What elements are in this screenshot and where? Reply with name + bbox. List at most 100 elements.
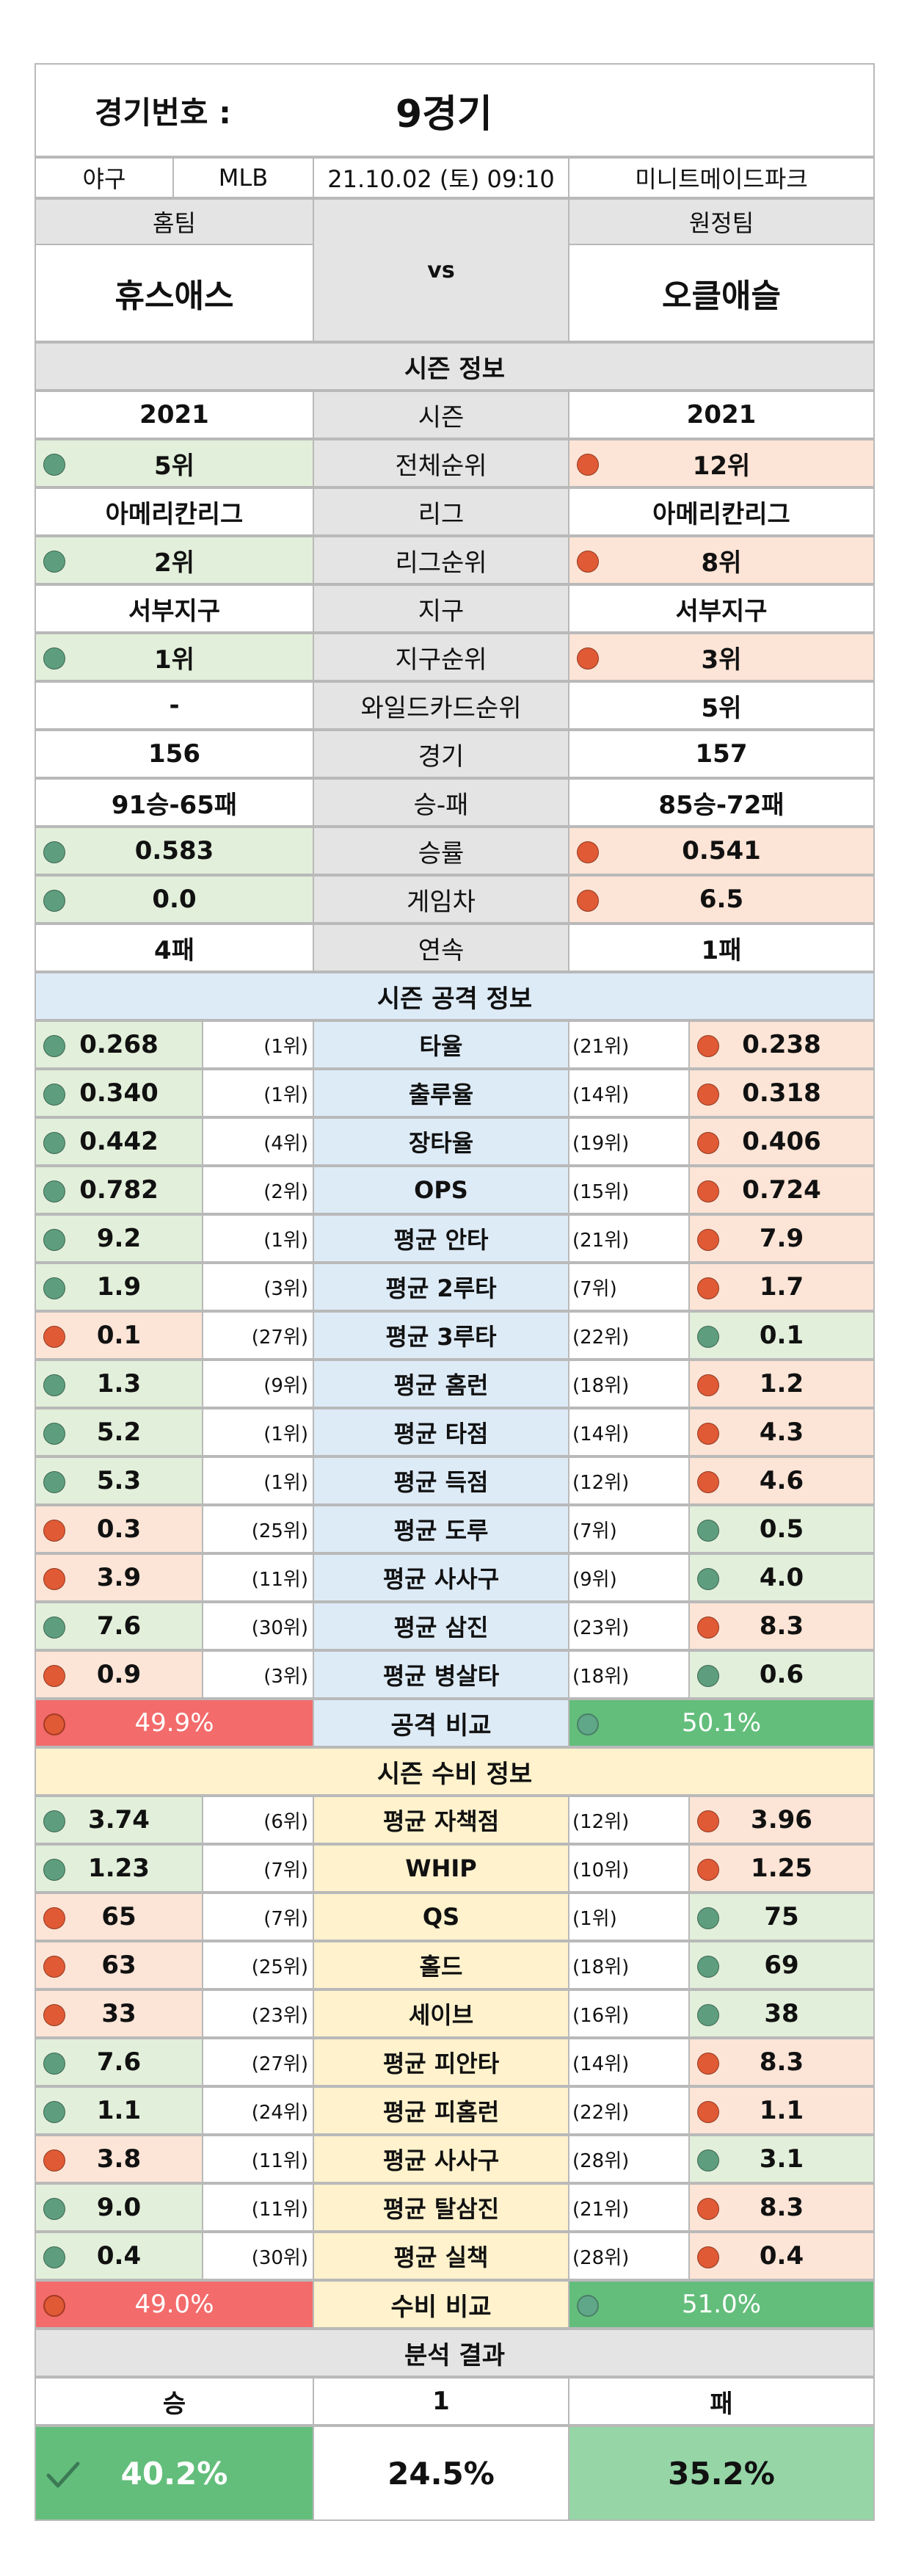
offense-home-value: 0.340 — [79, 1078, 159, 1108]
offense-away-rank-cell: (22위) — [568, 1311, 690, 1360]
defense-away-value-cell: 0.4 — [688, 2232, 875, 2280]
offense-away-value: 0.406 — [742, 1127, 821, 1156]
bad-indicator-icon — [43, 2295, 65, 2317]
offense-home-value-cell: 7.6 — [34, 1602, 203, 1650]
offense-away-value-cell: 0.724 — [688, 1166, 875, 1214]
bad-indicator-icon — [577, 841, 599, 863]
offense-home-value-cell: 0.782 — [34, 1166, 203, 1214]
defense-home-value: 7.6 — [96, 2047, 142, 2077]
venue-cell: 미니트메이드파크 — [568, 157, 875, 198]
season-home-value: 91승-65패 — [111, 790, 238, 820]
defense-home-value: 3.8 — [96, 2144, 142, 2174]
defense-row: 3.8 (11위) 평균 사사구 (28위) 3.1 — [34, 2135, 875, 2183]
offense-home-compare: 49.9% — [34, 1699, 314, 1747]
good-indicator-icon — [577, 2295, 599, 2317]
defense-away-rank-cell: (10위) — [568, 1844, 690, 1893]
bad-indicator-icon — [697, 1084, 719, 1106]
season-row-label: 리그순위 — [313, 536, 569, 584]
season-home-value: 156 — [148, 739, 200, 769]
defense-home-rank-cell: (7위) — [202, 1844, 314, 1893]
defense-row-label: 평균 탈삼진 — [313, 2183, 569, 2232]
datetime-cell: 21.10.02 (토) 09:10 — [313, 157, 569, 198]
defense-away-value: 1.25 — [751, 1854, 812, 1883]
good-indicator-icon — [697, 2149, 719, 2172]
season-row-label: 연속 — [313, 924, 569, 972]
defense-home-compare: 49.0% — [34, 2280, 314, 2329]
offense-away-value: 0.1 — [759, 1321, 804, 1350]
offense-home-value-cell: 1.3 — [34, 1360, 203, 1408]
defense-home-rank-cell: (6위) — [202, 1796, 314, 1844]
bad-indicator-icon — [697, 2198, 719, 2220]
season-row: 1위 지구순위 3위 — [34, 633, 875, 681]
offense-away-value-cell: 1.7 — [688, 1263, 875, 1311]
defense-away-value: 69 — [764, 1951, 799, 1980]
defense-away-rank-cell: (16위) — [568, 1989, 690, 2038]
bad-indicator-icon — [697, 1810, 719, 1832]
draw-label: 1 — [313, 2377, 569, 2426]
defense-away-value-cell: 1.1 — [688, 2086, 875, 2135]
offense-away-value-cell: 1.2 — [688, 1360, 875, 1408]
defense-away-compare: 51.0% — [568, 2280, 875, 2329]
offense-home-value-cell: 5.2 — [34, 1408, 203, 1456]
season-home-value: 0.583 — [134, 836, 214, 866]
offense-away-value: 0.5 — [759, 1514, 804, 1544]
good-indicator-icon — [43, 1035, 65, 1057]
defense-away-value: 1.1 — [759, 2096, 804, 2125]
good-indicator-icon — [43, 2246, 65, 2268]
checkmark-icon — [46, 2461, 80, 2488]
season-row-label: 승-패 — [313, 778, 569, 827]
season-info-table: 2021 시즌 2021 5위 전체순위 12위 아메리칸리그 리그 아메리칸리그 2위 리그순위 8… — [34, 391, 875, 972]
defense-row-label: 평균 사사구 — [313, 2135, 569, 2183]
season-row: - 와일드카드순위 5위 — [34, 681, 875, 730]
defense-home-rank-cell: (11위) — [202, 2135, 314, 2183]
defense-home-pct: 49.0% — [134, 2290, 214, 2319]
season-home-cell: - — [34, 681, 314, 730]
season-away-value: 12위 — [692, 451, 751, 481]
offense-row-label: 장타율 — [313, 1117, 569, 1166]
offense-home-rank-cell: (1위) — [202, 1020, 314, 1069]
defense-home-value-cell: 3.74 — [34, 1796, 203, 1844]
offense-away-rank-cell: (23위) — [568, 1602, 690, 1650]
offense-row: 7.6 (30위) 평균 삼진 (23위) 8.3 — [34, 1602, 875, 1650]
offense-away-compare: 50.1% — [568, 1699, 875, 1747]
good-indicator-icon — [697, 1326, 719, 1348]
offense-away-rank-cell: (14위) — [568, 1069, 690, 1117]
offense-away-value: 4.3 — [759, 1418, 804, 1447]
season-row: 156 경기 157 — [34, 730, 875, 778]
bad-indicator-icon — [697, 1229, 719, 1251]
offense-home-rank-cell: (11위) — [202, 1553, 314, 1602]
defense-home-value-cell: 9.0 — [34, 2183, 203, 2232]
defense-away-rank-cell: (1위) — [568, 1893, 690, 1941]
offense-away-value-cell: 4.0 — [688, 1553, 875, 1602]
offense-row: 0.268 (1위) 타율 (21위) 0.238 — [34, 1020, 875, 1069]
season-home-cell: 91승-65패 — [34, 778, 314, 827]
good-indicator-icon — [43, 1810, 65, 1832]
good-indicator-icon — [697, 1665, 719, 1687]
bad-indicator-icon — [577, 647, 599, 670]
loss-pct: 35.2% — [568, 2426, 875, 2521]
offense-home-pct: 49.9% — [134, 1708, 214, 1738]
defense-home-value: 63 — [101, 1951, 136, 1980]
defense-away-value: 8.3 — [759, 2193, 804, 2222]
season-away-value: 85승-72패 — [658, 790, 785, 820]
offense-away-value: 1.2 — [759, 1369, 804, 1398]
season-row: 0.0 게임차 6.5 — [34, 875, 875, 924]
offense-row: 1.3 (9위) 평균 홈런 (18위) 1.2 — [34, 1360, 875, 1408]
win-pct: 40.2% — [120, 2455, 228, 2492]
season-away-cell: 8위 — [568, 536, 875, 584]
defense-home-rank-cell: (27위) — [202, 2038, 314, 2086]
offense-row: 5.2 (1위) 평균 타점 (14위) 4.3 — [34, 1408, 875, 1456]
bad-indicator-icon — [577, 890, 599, 912]
good-indicator-icon — [43, 1277, 65, 1299]
offense-row-label: 평균 홈런 — [313, 1360, 569, 1408]
good-indicator-icon — [697, 1956, 719, 1978]
bad-indicator-icon — [43, 1956, 65, 1978]
season-row-label: 승률 — [313, 827, 569, 875]
game-number-label: 경기번호 : — [95, 94, 231, 131]
season-away-value: 6.5 — [699, 885, 744, 914]
offense-row: 3.9 (11위) 평균 사사구 (9위) 4.0 — [34, 1553, 875, 1602]
offense-away-rank-cell: (18위) — [568, 1650, 690, 1699]
offense-home-rank-cell: (9위) — [202, 1360, 314, 1408]
defense-away-rank-cell: (21위) — [568, 2183, 690, 2232]
offense-row: 1.9 (3위) 평균 2루타 (7위) 1.7 — [34, 1263, 875, 1311]
